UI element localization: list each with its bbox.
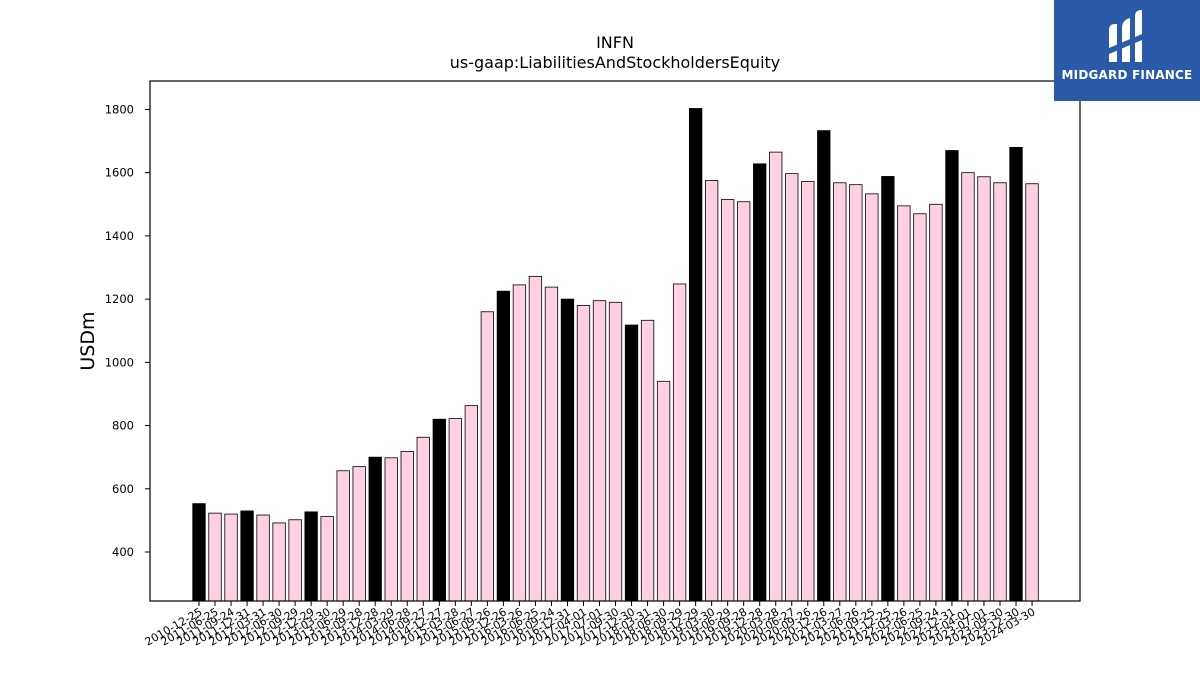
- bar-2023-12-30: [1009, 146, 1023, 602]
- bar-2010-12-25: [192, 503, 206, 602]
- bar-2012-06-30: [272, 522, 286, 602]
- bar-2014-12-27: [432, 418, 446, 602]
- bar-2017-09-30: [608, 301, 623, 602]
- y-tick-label: 400: [112, 545, 134, 559]
- bar-2011-06-25: [208, 512, 222, 602]
- midgard-logo-icon: [1109, 10, 1142, 62]
- bar-2018-12-29: [688, 108, 703, 602]
- bar-2024-03-30: [1025, 183, 1039, 602]
- bar-2016-03-26: [512, 284, 527, 602]
- bar-2014-09-27: [416, 436, 430, 602]
- plot-frame: [149, 80, 1081, 602]
- bar-2013-12-28: [368, 456, 382, 602]
- chart-subtitle: us-gaap:LiabilitiesAndStockholdersEquity: [450, 53, 781, 72]
- bar-2021-09-25: [865, 193, 879, 602]
- bar-2011-09-24: [224, 513, 238, 602]
- bar-2021-03-27: [833, 182, 847, 602]
- bar-2012-12-29: [304, 511, 318, 602]
- bar-2013-09-28: [352, 466, 366, 602]
- bar-2015-06-27: [464, 405, 478, 602]
- y-tick-label: 1000: [105, 355, 134, 369]
- y-tick-label: 1800: [105, 102, 134, 116]
- bar-2019-06-29: [721, 199, 735, 602]
- bar-2019-12-28: [753, 163, 767, 602]
- bar-2016-12-31: [560, 298, 575, 602]
- y-tick-label: 800: [112, 419, 134, 433]
- bar-2015-03-28: [448, 418, 462, 602]
- bar-2015-12-26: [496, 290, 511, 602]
- bar-2022-06-25: [913, 213, 927, 602]
- bar-2021-12-25: [881, 176, 895, 602]
- brand-name: MIDGARD FINANCE: [1061, 68, 1193, 82]
- bar-2013-03-30: [320, 516, 334, 602]
- bar-2017-12-30: [624, 324, 639, 602]
- bar-2022-03-26: [897, 205, 911, 602]
- bar-2016-09-24: [544, 286, 559, 602]
- bar-2020-12-26: [817, 130, 831, 602]
- y-tick-label: 1400: [105, 229, 134, 243]
- y-tick-label: 1600: [105, 166, 134, 180]
- bar-2023-04-01: [961, 172, 975, 602]
- bar-2022-12-31: [945, 150, 959, 602]
- bar-2014-06-28: [400, 451, 414, 602]
- bar-2022-09-24: [929, 203, 943, 602]
- bar-2023-07-01: [977, 176, 991, 602]
- bar-2013-06-29: [336, 470, 350, 602]
- bar-2014-03-29: [384, 457, 398, 602]
- bar-2020-06-27: [785, 173, 799, 602]
- bar-2021-06-26: [849, 184, 863, 602]
- bar-2018-06-30: [656, 380, 671, 602]
- bar-2015-09-26: [480, 311, 495, 602]
- bar-2018-03-31: [640, 319, 655, 602]
- bar-2012-03-31: [256, 514, 270, 602]
- bar-2016-06-25: [528, 275, 543, 602]
- bar-2019-03-30: [704, 180, 719, 602]
- bar-2023-09-30: [993, 182, 1007, 602]
- bar-2019-09-28: [737, 201, 751, 602]
- y-axis-label: USDm: [77, 311, 99, 370]
- bar-2020-09-26: [801, 181, 815, 602]
- bar-2012-09-29: [288, 519, 302, 602]
- chart-title: INFN: [596, 33, 634, 52]
- bar-2018-09-29: [672, 283, 687, 602]
- bar-2017-07-01: [592, 300, 607, 602]
- bar-2020-03-28: [769, 151, 783, 602]
- x-axis: 2010-12-252011-06-252011-09-242011-12-31…: [143, 601, 1038, 649]
- bar-2011-12-31: [240, 510, 254, 602]
- bar-2017-04-01: [576, 305, 591, 602]
- y-tick-label: 600: [112, 482, 134, 496]
- bars-group: [192, 108, 1039, 602]
- y-axis: 400 600 800 1000 1200 1400 1600 1800: [105, 102, 150, 559]
- y-tick-label: 1200: [105, 292, 134, 306]
- brand-logo: MIDGARD FINANCE: [1054, 0, 1200, 101]
